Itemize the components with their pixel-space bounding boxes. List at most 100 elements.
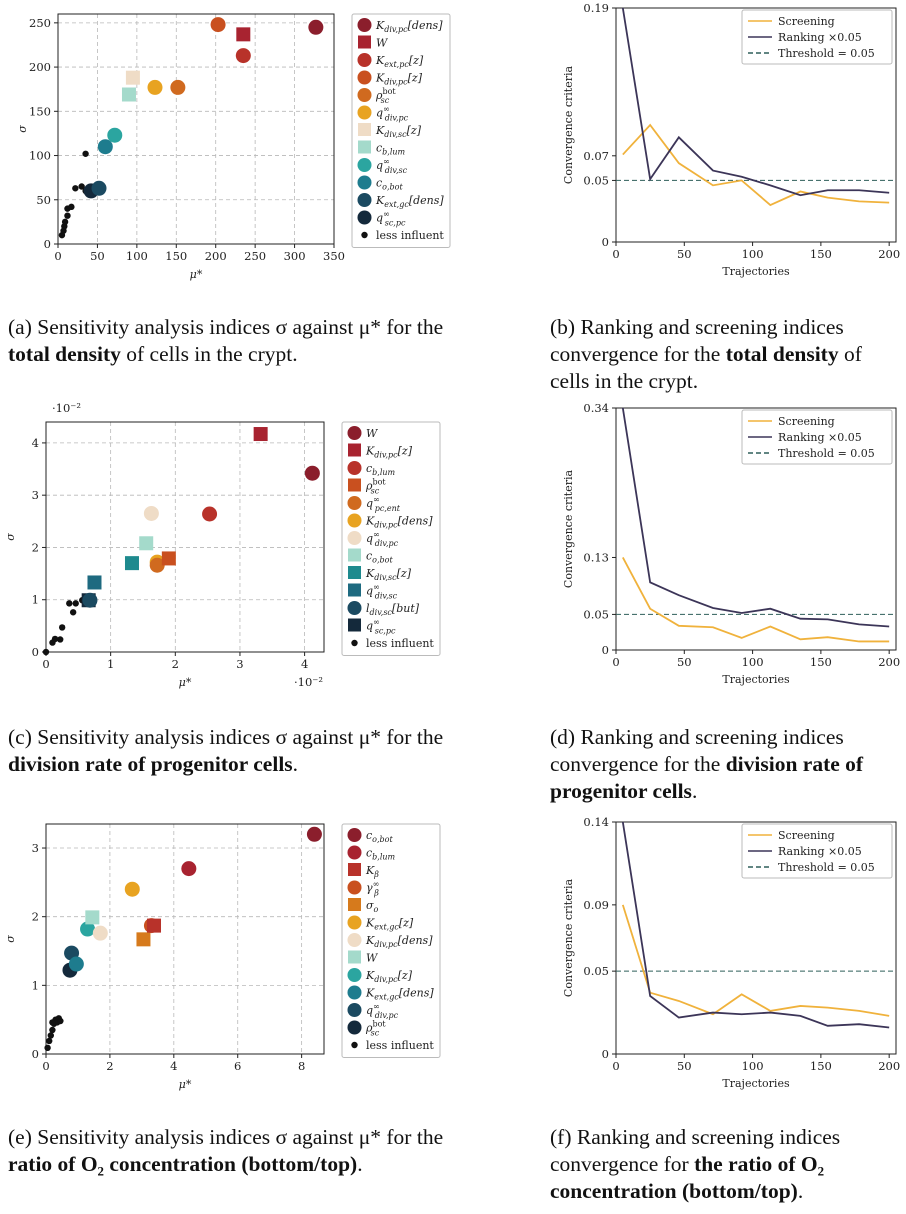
- x-tick-label: 0: [612, 1059, 619, 1073]
- x-tick-label: 6: [234, 1059, 241, 1073]
- legend-label: co,bot: [366, 829, 393, 844]
- x-tick-label: 0: [54, 249, 61, 263]
- legend-swatch: [347, 1020, 362, 1035]
- square-point: [136, 932, 151, 947]
- square-point: [161, 551, 176, 566]
- legend-swatch: [347, 933, 362, 947]
- caption-d: (d) Ranking and screening indices conver…: [550, 724, 902, 805]
- chart-e-scatter: 0 2 4 6 8 0 1 2 3 μ* σ co,bot cb,lum Kβ γ∞ β σo Kext,gc[z…: [0, 812, 470, 1112]
- x-tick-label: 150: [165, 249, 187, 263]
- y-tick-label: 1: [32, 593, 39, 607]
- legend-label: co,bot: [376, 177, 403, 192]
- circle-point: [210, 17, 226, 33]
- plot-frame: [45, 823, 325, 1055]
- caption-c: (c) Sensitivity analysis indices σ again…: [8, 724, 463, 778]
- x-tick-label: 100: [742, 247, 764, 261]
- legend-label: Kdiv,pc[dens]: [365, 515, 433, 530]
- legend-label: co,bot: [366, 550, 393, 565]
- square-point: [125, 70, 140, 85]
- caption-e: (e) Sensitivity analysis indices σ again…: [8, 1124, 463, 1178]
- caption-b: (b) Ranking and screening indices conver…: [550, 314, 902, 395]
- caption-a: (a) Sensitivity analysis indices σ again…: [8, 314, 463, 368]
- ranking-line: [621, 821, 890, 1029]
- x-axis-label: Trajectories: [722, 265, 790, 278]
- x-tick-label: 200: [205, 249, 227, 263]
- y-tick-label: 0: [602, 235, 609, 249]
- legend-label: W: [366, 952, 379, 965]
- legend-label: q∞ div,pc: [366, 1002, 399, 1020]
- legend-label: Kdiv,sc[z]: [365, 567, 412, 582]
- legend-label: Kdiv,pc[z]: [365, 445, 413, 460]
- legend-label: Kext,gc[dens]: [365, 987, 434, 1002]
- caption-a-bold: total density: [8, 342, 121, 366]
- y-tick-label: 0: [32, 1047, 39, 1061]
- caption-f: (f) Ranking and screening indices conver…: [550, 1124, 902, 1205]
- x-tick-label: 50: [677, 1059, 692, 1073]
- legend-swatch: [361, 231, 368, 239]
- legend-label: Kext,gc[dens]: [375, 194, 444, 209]
- legend-swatch: [357, 53, 372, 67]
- caption-b-bold: total density: [725, 342, 839, 366]
- legend-label: Kdiv,pc[dens]: [375, 19, 443, 34]
- x-tick-label: 8: [298, 1059, 305, 1073]
- square-point: [124, 556, 139, 571]
- x-tick-label: 150: [810, 247, 832, 261]
- y-tick-label: 0.34: [583, 401, 609, 415]
- y-tick-label: 3: [32, 841, 39, 855]
- legend-label: Kdiv,pc[z]: [375, 72, 423, 87]
- legend-swatch: [348, 583, 361, 597]
- less-influent-point: [78, 183, 85, 190]
- y-tick-label: 2: [32, 540, 39, 554]
- y-tick-label: 150: [29, 104, 51, 118]
- plot-frame: [57, 13, 335, 245]
- legend-label: q∞ div,sc: [366, 583, 398, 601]
- legend-swatch: [347, 426, 362, 440]
- circle-point: [107, 127, 123, 143]
- chart-a-svg: 0 50 100 150 200 250 300 350 0 50 100 150 200 250 μ* σ K…: [16, 13, 451, 281]
- x-tick-label: 2: [172, 657, 179, 671]
- legend-label: W: [376, 37, 389, 50]
- chart-a-scatter: 0 50 100 150 200 250 300 350 0 50 100 150 200 250 μ* σ K…: [0, 0, 470, 300]
- legend-swatch: [347, 915, 362, 930]
- caption-c-bold: division rate of progenitor cells: [8, 752, 293, 776]
- legend-swatch: [357, 158, 372, 172]
- y-tick-label: 250: [29, 16, 51, 30]
- circle-point: [235, 48, 251, 64]
- less-influent-point: [66, 600, 73, 607]
- x-axis-label: μ*: [190, 268, 203, 281]
- legend-swatch: [348, 950, 361, 964]
- circle-point: [202, 506, 218, 522]
- x-tick-label: 3: [236, 657, 243, 671]
- legend-label: ρbot sc: [375, 87, 396, 105]
- circle-point: [80, 921, 96, 937]
- legend-label: Screening: [778, 15, 835, 28]
- square-point: [147, 918, 162, 933]
- legend-box: [341, 421, 441, 656]
- x-tick-label: 150: [810, 1059, 832, 1073]
- legend-label: Kext,pc[z]: [375, 54, 424, 69]
- legend-box: [341, 823, 441, 1058]
- caption-e-tail: .: [357, 1152, 363, 1176]
- less-influent-point: [49, 1019, 56, 1026]
- x-axis-label: μ*: [179, 1078, 192, 1091]
- x-tick-label: 0: [612, 247, 619, 261]
- x-tick-label: 100: [126, 249, 148, 263]
- legend-box: [741, 409, 893, 465]
- circle-point: [97, 139, 113, 155]
- square-point: [85, 910, 100, 925]
- less-influent-point: [42, 648, 50, 656]
- x-tick-label: 200: [878, 655, 900, 669]
- x-tick-label: 0: [612, 655, 619, 669]
- screening-line: [621, 904, 890, 1017]
- y-tick-label: 3: [32, 488, 39, 502]
- y-tick-label: 4: [32, 436, 39, 450]
- legend-box: [351, 13, 451, 248]
- legend-label: Kdiv,pc[z]: [365, 969, 413, 984]
- legend-label: cb,lum: [366, 462, 396, 477]
- y-tick-label: 0.19: [583, 1, 609, 15]
- legend-swatch: [347, 601, 362, 615]
- legend-label: Kdiv,pc[dens]: [365, 934, 433, 949]
- legend-label: q∞ sc,pc: [376, 210, 406, 228]
- x-axis-label: μ*: [179, 676, 192, 689]
- y-tick-label: 0.13: [583, 550, 609, 564]
